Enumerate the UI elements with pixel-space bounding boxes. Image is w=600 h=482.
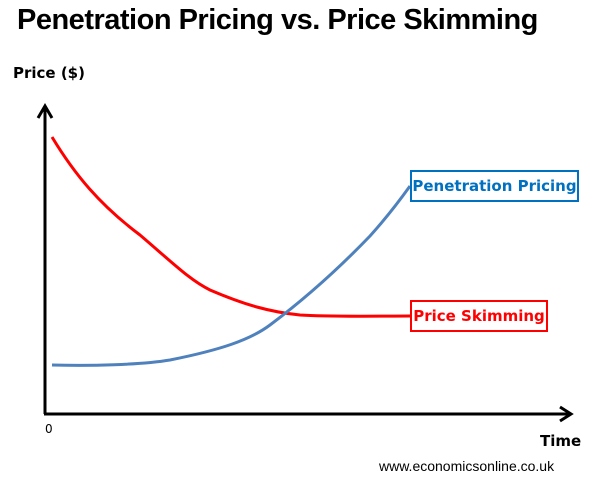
- diagram-title: Penetration Pricing vs. Price Skimming: [17, 4, 538, 36]
- y-axis-arrow: [36, 103, 54, 119]
- source-url: www.economicsonline.co.uk: [379, 458, 555, 474]
- price-skimming-curve: [50, 136, 411, 318]
- x-axis-arrow: [559, 405, 574, 423]
- origin-label: 0: [45, 422, 53, 436]
- price-skimming-label: Price Skimming: [410, 300, 548, 332]
- penetration-pricing-label: Penetration Pricing: [410, 170, 579, 202]
- x-axis-label: Time: [540, 432, 582, 450]
- y-axis-label: Price ($): [13, 64, 85, 82]
- penetration-pricing-curve: [51, 185, 412, 367]
